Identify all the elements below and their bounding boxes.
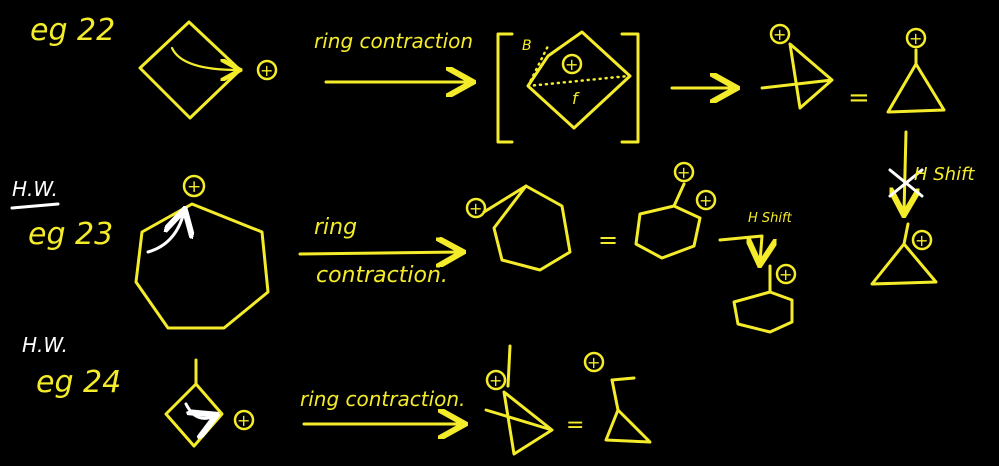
- f-label: f: [572, 89, 580, 108]
- hw-label-24: H.W.: [22, 333, 68, 357]
- plus-charge: +: [489, 371, 502, 390]
- h-shift-label: H Shift: [914, 164, 975, 185]
- reaction-label-22: ring contraction: [314, 29, 473, 53]
- plus-charge: +: [909, 29, 922, 48]
- cyclopropyl-cation-product-24: +: [583, 351, 652, 444]
- cyclobutyl-cation-reactant: +: [138, 20, 278, 120]
- cyclopropyl-ethyl-cation: +: [484, 344, 554, 456]
- cyclohexyl-substituted-cation: + +: [634, 161, 717, 260]
- plus-charge: +: [915, 231, 928, 250]
- h-shift-note: H Shift: [748, 211, 793, 226]
- cyclohexylmethyl-cation: +: [465, 184, 572, 272]
- reaction-label-23-line1: ring: [314, 215, 357, 240]
- bracketed-intermediate: B + f: [496, 30, 640, 144]
- reaction-label-23-line2: contraction.: [316, 263, 448, 288]
- cyclopropylmethyl-cation: +: [886, 27, 946, 114]
- cyclopropyl-cation-product: +: [870, 222, 938, 286]
- plus-charge: +: [237, 411, 250, 430]
- plus-charge: +: [469, 199, 482, 218]
- plus-charge: +: [587, 353, 600, 372]
- cyclohexyl-tertiary-cation: +: [732, 263, 797, 334]
- plus-charge: +: [565, 55, 578, 74]
- plus-charge: +: [773, 25, 786, 44]
- plus-charge: +: [677, 163, 690, 182]
- reaction-arrow-23: [298, 252, 460, 254]
- example-label-22: eg 22: [30, 13, 115, 48]
- equals-sign: =: [566, 413, 584, 438]
- beta-label: B: [522, 38, 532, 54]
- plus-charge: +: [260, 61, 273, 80]
- plus-charge: +: [187, 177, 201, 197]
- equals-sign: =: [598, 226, 618, 254]
- cyclopropylmethyl-product: +: [760, 23, 834, 110]
- methylcyclobutyl-cation-reactant: +: [164, 358, 255, 448]
- equals-sign: =: [848, 83, 870, 113]
- hw-label-23: H.W.: [12, 177, 58, 201]
- blocked-h-shift: H Shift: [888, 130, 975, 212]
- plus-charge: +: [779, 265, 792, 284]
- example-label-24: eg 24: [36, 365, 121, 400]
- plus-charge: +: [699, 191, 712, 210]
- h-shift-arrow: [718, 234, 762, 262]
- example-label-23: eg 23: [28, 217, 113, 252]
- cycloheptyl-cation-reactant: +: [134, 174, 270, 330]
- reaction-label-24: ring contraction.: [300, 387, 465, 411]
